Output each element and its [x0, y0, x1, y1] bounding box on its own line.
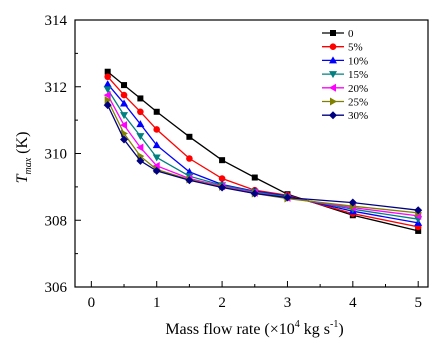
data-point — [152, 154, 161, 162]
x-tick-label: 2 — [218, 295, 226, 311]
legend-item: 25% — [322, 97, 368, 109]
data-point — [136, 156, 145, 165]
data-point — [186, 155, 193, 162]
legend-label: 25% — [348, 97, 368, 109]
series-line — [107, 71, 419, 232]
data-point — [103, 101, 112, 110]
axis-titles: Mass flow rate (×104 kg s-1) Tmax (K) — [14, 132, 344, 338]
legend-label: 30% — [348, 110, 368, 122]
data-point — [152, 166, 161, 175]
data-point — [185, 167, 194, 175]
series-5 — [104, 96, 423, 217]
data-point — [137, 95, 144, 102]
series-line — [107, 104, 419, 211]
legend-item: 10% — [322, 55, 368, 67]
series-2 — [103, 80, 423, 226]
y-tick-label: 306 — [45, 280, 68, 296]
data-point — [136, 143, 144, 152]
legend-marker — [329, 83, 336, 92]
legend-item: 0 — [322, 28, 354, 40]
x-tick-label: 1 — [153, 295, 161, 311]
data-point — [414, 206, 423, 215]
data-point — [103, 86, 112, 94]
data-point — [348, 198, 357, 207]
data-point — [120, 121, 128, 130]
data-point — [218, 183, 227, 192]
y-axis-title: Tmax (K) — [14, 132, 34, 184]
data-point — [218, 175, 226, 182]
data-point — [250, 189, 259, 198]
y-tick-label: 310 — [45, 147, 68, 163]
data-point — [152, 161, 160, 170]
x-axis-title: Mass flow rate (×104 kg s-1) — [165, 319, 343, 338]
data-point — [219, 157, 226, 164]
data-point — [136, 133, 145, 141]
legend-item: 20% — [322, 83, 368, 95]
data-point — [120, 99, 129, 107]
data-point — [104, 68, 111, 75]
x-tick-label: 5 — [414, 295, 422, 311]
x-tick-label: 0 — [88, 295, 96, 311]
data-point — [120, 135, 129, 144]
data-point — [415, 227, 422, 234]
y-tick-label: 308 — [45, 213, 68, 229]
legend-item: 15% — [322, 69, 368, 81]
series-4 — [103, 91, 422, 220]
series-6 — [103, 101, 423, 215]
legend-marker — [329, 43, 337, 50]
x-tick-label: 3 — [284, 295, 292, 311]
legend-marker — [329, 56, 337, 64]
legend-marker — [329, 71, 337, 79]
series-line — [107, 76, 419, 228]
legend-item: 30% — [322, 110, 368, 122]
data-point — [283, 193, 292, 202]
data-point — [120, 112, 129, 120]
data-point — [186, 133, 193, 140]
x-tick-label: 4 — [349, 295, 357, 311]
data-point — [185, 176, 194, 185]
y-tick-label: 314 — [45, 13, 68, 29]
legend-marker — [329, 111, 337, 120]
plot-frame — [74, 19, 429, 288]
legend-label: 0 — [348, 28, 354, 40]
data-point — [137, 108, 144, 116]
legend-label: 15% — [348, 69, 368, 81]
legend-label: 20% — [348, 83, 368, 95]
data-point — [251, 174, 258, 181]
data-point — [121, 82, 128, 89]
data-point — [136, 120, 145, 128]
data-point — [103, 80, 112, 88]
series-layer — [103, 68, 423, 234]
data-point — [104, 96, 112, 105]
legend-marker — [330, 97, 337, 106]
legend-item: 5% — [322, 42, 363, 54]
legend-marker — [330, 30, 336, 36]
legend-label: 5% — [348, 42, 363, 54]
legend-label: 10% — [348, 55, 368, 67]
data-point — [104, 73, 111, 81]
data-point — [152, 141, 161, 149]
data-point — [103, 91, 111, 100]
data-point — [153, 108, 160, 115]
legend: 0 5%10% 15% 20% 25%30% — [322, 28, 368, 122]
data-point — [153, 126, 161, 133]
data-point — [120, 91, 128, 99]
axes: 0 1 2 3 4 5 306 308 310 312 314 — [45, 13, 429, 311]
y-tick-label: 312 — [45, 80, 68, 96]
